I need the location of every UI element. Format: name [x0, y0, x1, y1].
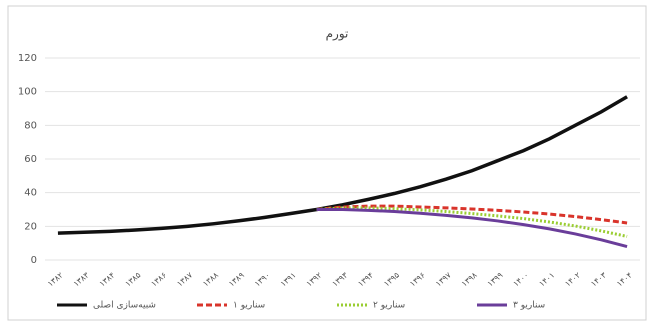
x-tick-label: ۱۳۹۸ [460, 270, 479, 288]
x-tick-label: ۱۳۹۹ [486, 271, 505, 289]
x-tick-label: ۱۴۰۱ [537, 271, 556, 289]
x-tick-label: ۱۳۹۵ [382, 271, 401, 289]
chart-frame [7, 5, 647, 321]
y-tick-label: 60 [24, 154, 37, 165]
y-tick-label: 0 [31, 255, 37, 266]
x-tick-label: ۱۴۰۴ [615, 271, 634, 289]
series-line [57, 95, 628, 235]
x-tick-label: ۱۳۸۲ [46, 271, 65, 289]
x-tick-label: ۱۳۸۵ [123, 271, 142, 289]
x-tick-label: ۱۴۰۲ [563, 271, 582, 289]
y-tick-label: 20 [24, 221, 37, 232]
y-tick-label: 120 [18, 53, 37, 64]
x-tick-label: ۱۳۹۶ [408, 271, 427, 289]
legend-label: سناریو ۲ [373, 301, 405, 311]
series-line [316, 204, 628, 225]
x-tick-label: ۱۳۸۹ [227, 271, 246, 289]
x-tick-label: ۱۳۸۸ [201, 270, 220, 288]
x-tick-label: ۱۳۹۰ [253, 271, 272, 289]
x-tick-label: ۱۳۹۳ [330, 270, 349, 288]
legend-label: شبیه‌سازی اصلی [93, 301, 156, 311]
x-tick-label: ۱۳۸۶ [149, 271, 168, 289]
x-tick-label: ۱۳۸۳ [72, 270, 91, 288]
legend-label: سناریو ۱ [233, 301, 265, 311]
series-line [316, 206, 628, 238]
y-tick-label: 100 [18, 87, 37, 98]
x-tick-label: ۱۳۹۲ [305, 271, 324, 289]
x-tick-label: ۱۳۸۷ [175, 270, 194, 288]
legend-label: سناریو ۳ [513, 301, 545, 311]
chart-title: تورم [326, 27, 349, 42]
y-tick-label: 80 [24, 120, 37, 131]
y-tick-label: 40 [24, 188, 37, 199]
x-tick-label: ۱۳۹۴ [356, 271, 375, 289]
x-tick-label: ۱۳۹۷ [434, 270, 453, 288]
x-tick-label: ۱۴۰۰ [512, 271, 531, 289]
series-line [316, 208, 628, 248]
x-tick-label: ۱۴۰۳ [589, 270, 608, 288]
x-tick-label: ۱۳۸۴ [98, 271, 117, 289]
x-tick-label: ۱۳۹۱ [279, 271, 298, 289]
